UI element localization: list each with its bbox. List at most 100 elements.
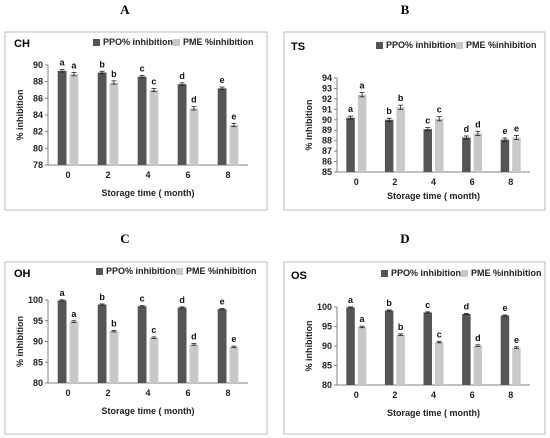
panel-letter: D: [400, 231, 409, 246]
chart-title: TS: [291, 41, 305, 53]
bar-pme: [69, 321, 79, 383]
y-tick-label: 85: [33, 357, 43, 367]
significance-letter: d: [464, 124, 470, 134]
panel-b: BTS PPO% inhibition PME %inhibition8586878…: [283, 2, 546, 211]
x-tick-label: 4: [145, 170, 150, 180]
significance-letter: d: [464, 301, 470, 311]
legend-label: PME %inhibition: [183, 37, 254, 47]
x-tick-label: 6: [185, 388, 190, 398]
y-tick-label: 92: [322, 94, 332, 104]
y-tick-label: 94: [322, 73, 332, 83]
legend-label: PME %inhibition: [471, 268, 542, 278]
x-tick-label: 8: [508, 390, 513, 400]
y-tick-label: 84: [33, 110, 43, 120]
bar-ppo: [97, 304, 107, 383]
significance-letter: e: [231, 334, 236, 344]
x-tick-label: 4: [431, 177, 436, 187]
x-axis-title: Storage time ( month): [101, 188, 194, 198]
chart-title: OH: [14, 268, 31, 280]
bar-ppo: [346, 307, 355, 385]
bar-ppo: [57, 70, 67, 165]
y-tick-label: 90: [33, 337, 43, 347]
significance-letter: c: [140, 294, 145, 304]
significance-letter: b: [99, 292, 105, 302]
y-tick-label: 95: [33, 316, 43, 326]
legend-swatch-pme: [173, 39, 180, 46]
x-tick-label: 6: [470, 177, 475, 187]
significance-letter: b: [111, 318, 117, 328]
panel-letter: B: [401, 2, 410, 17]
significance-letter: a: [60, 58, 66, 68]
bar-ppo: [423, 129, 432, 172]
legend-swatch-ppo: [376, 42, 383, 49]
x-tick-label: 2: [105, 388, 110, 398]
bar-ppo: [500, 139, 510, 172]
y-tick-label: 86: [322, 157, 332, 167]
significance-letter: a: [60, 288, 66, 298]
y-tick-label: 100: [28, 295, 43, 305]
bar-ppo: [423, 312, 432, 385]
bar-ppo: [217, 88, 227, 165]
y-axis-title: % inhibition: [304, 321, 314, 372]
bar-pme: [435, 342, 444, 385]
y-tick-label: 85: [322, 361, 332, 371]
x-tick-label: 0: [65, 388, 70, 398]
bar-ppo: [384, 310, 394, 385]
significance-letter: a: [348, 295, 354, 305]
y-axis-title: % inhibition: [15, 90, 25, 141]
legend-label: PME %inhibition: [466, 40, 537, 50]
y-axis-title: % inhibition: [15, 316, 25, 367]
chart-frame: [4, 31, 268, 211]
bar-pme: [149, 90, 159, 165]
bar-pme: [189, 108, 199, 165]
bar-ppo: [177, 307, 187, 383]
x-tick-label: 4: [431, 390, 436, 400]
bar-pme: [473, 133, 483, 172]
bar-ppo: [57, 300, 67, 383]
chart-frame: [283, 261, 546, 435]
significance-letter: c: [437, 105, 442, 115]
panel-c: COH PPO% inhibition PME %inhibition8085909…: [4, 231, 268, 435]
legend-swatch-ppo: [381, 270, 388, 277]
significance-letter: b: [99, 59, 105, 69]
chart-title: CH: [14, 38, 30, 50]
legend-label: PPO% inhibition: [386, 40, 456, 50]
y-tick-label: 91: [322, 104, 332, 114]
x-tick-label: 0: [354, 390, 359, 400]
bar-pme: [435, 118, 444, 172]
bar-ppo: [137, 306, 147, 383]
bar-pme: [69, 74, 79, 165]
significance-letter: d: [191, 95, 197, 105]
chart-frame: [283, 31, 546, 211]
significance-letter: c: [140, 63, 145, 73]
y-tick-label: 78: [33, 160, 43, 170]
x-axis-title: Storage time ( month): [101, 406, 194, 416]
bar-pme: [149, 337, 159, 383]
significance-letter: d: [179, 71, 185, 81]
significance-letter: a: [348, 104, 354, 114]
bar-ppo: [384, 119, 394, 172]
x-tick-label: 8: [225, 170, 230, 180]
legend-swatch-pme: [461, 270, 468, 277]
bar-ppo: [177, 84, 187, 165]
y-tick-label: 87: [322, 146, 332, 156]
significance-letter: a: [360, 314, 366, 324]
legend-swatch-ppo: [96, 268, 103, 275]
significance-letter: e: [514, 335, 519, 345]
legend-swatch-pme: [176, 268, 183, 275]
y-tick-label: 80: [33, 378, 43, 388]
bar-pme: [357, 94, 367, 172]
significance-letter: d: [475, 333, 481, 343]
significance-letter: b: [386, 298, 392, 308]
significance-letter: d: [179, 295, 185, 305]
significance-letter: b: [398, 93, 404, 103]
significance-letter: c: [437, 329, 442, 339]
y-tick-label: 90: [322, 115, 332, 125]
x-tick-label: 0: [65, 170, 70, 180]
significance-letter: d: [475, 119, 481, 129]
y-tick-label: 85: [322, 167, 332, 177]
legend-label: PPO% inhibition: [103, 37, 173, 47]
significance-letter: b: [111, 69, 117, 79]
legend-swatch-pme: [456, 42, 463, 49]
panel-a: ACH PPO% inhibition PME %inhibition7880828…: [4, 2, 268, 211]
